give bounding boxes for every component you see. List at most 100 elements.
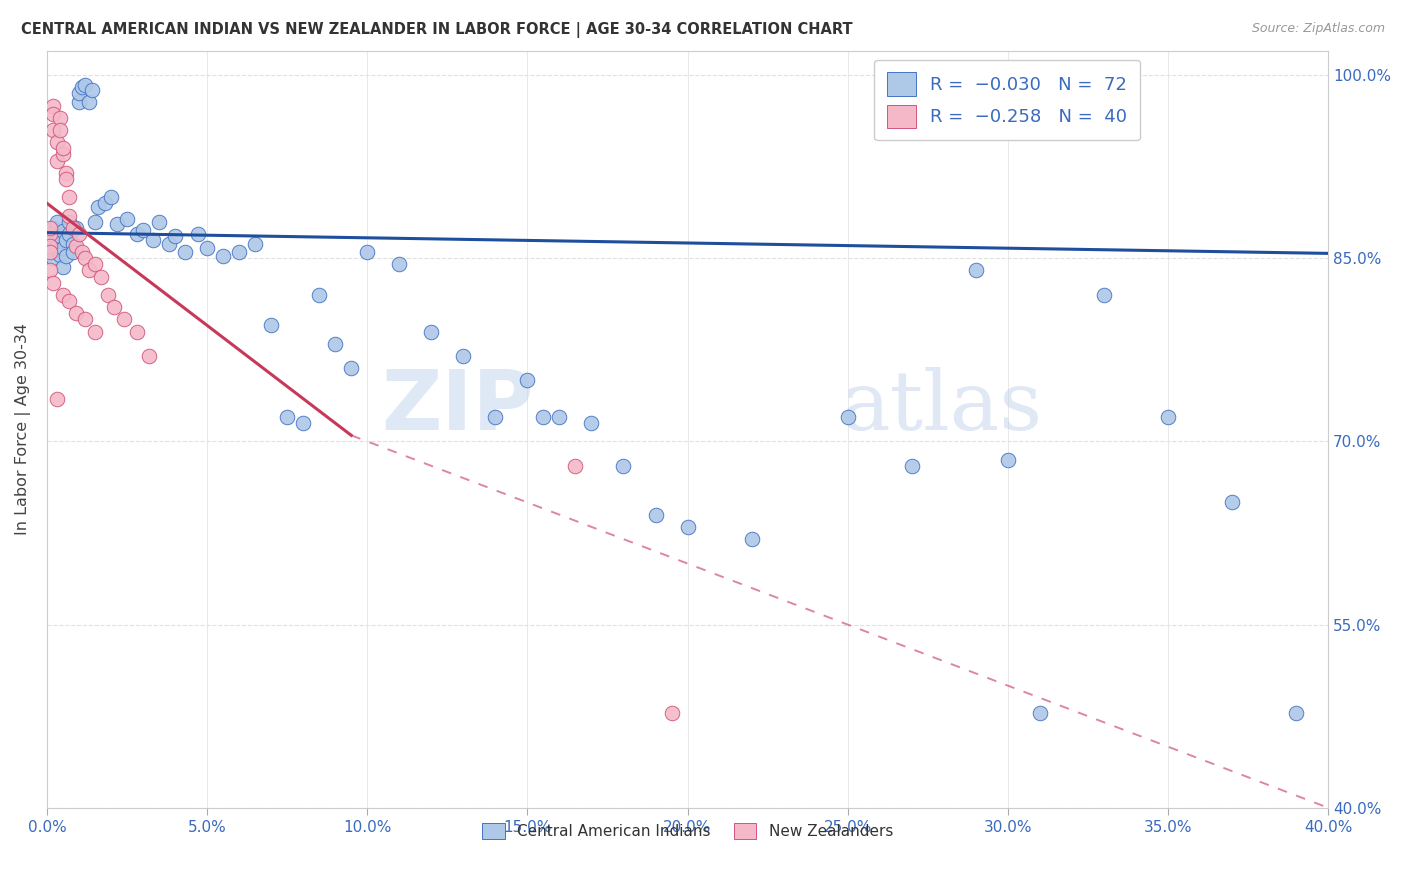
Point [84, 325, 107, 339]
Point [356, 245, 378, 260]
Point [39, 227, 62, 241]
Point [42, 252, 65, 266]
Point [276, 409, 298, 424]
Point [965, 263, 987, 277]
Point [62, 236, 84, 251]
Point [1220, 495, 1243, 509]
Text: CENTRAL AMERICAN INDIAN VS NEW ZEALANDER IN LABOR FORCE | AGE 30-34 CORRELATION : CENTRAL AMERICAN INDIAN VS NEW ZEALANDER… [21, 22, 852, 38]
Point [45, 214, 67, 228]
Point [107, 217, 129, 231]
Point [52, 147, 75, 161]
Point [212, 249, 235, 263]
Point [516, 373, 538, 387]
Point [388, 257, 411, 271]
Point [39, 245, 62, 260]
Point [138, 349, 160, 363]
Point [228, 245, 250, 260]
Point [676, 520, 699, 534]
Point [93, 196, 115, 211]
Point [661, 706, 683, 720]
Point [58, 209, 80, 223]
Point [644, 508, 666, 522]
Point [42, 220, 65, 235]
Point [52, 288, 75, 302]
Point [484, 409, 506, 424]
Point [243, 236, 266, 251]
Point [112, 312, 135, 326]
Text: Source: ZipAtlas.com: Source: ZipAtlas.com [1251, 22, 1385, 36]
Point [165, 229, 187, 244]
Point [70, 245, 93, 260]
Point [52, 242, 75, 256]
Point [52, 260, 75, 274]
Point [1157, 409, 1180, 424]
Point [125, 325, 148, 339]
Point [132, 223, 155, 237]
Point [65, 306, 87, 320]
Point [58, 190, 80, 204]
Point [84, 257, 107, 271]
Point [58, 214, 80, 228]
Point [100, 190, 122, 204]
Point [39, 263, 62, 277]
Legend: Central American Indians, New Zealanders: Central American Indians, New Zealanders [475, 817, 900, 846]
Point [308, 288, 330, 302]
Point [45, 135, 67, 149]
Point [80, 83, 103, 97]
Point [67, 227, 90, 241]
Point [548, 409, 571, 424]
Point [62, 220, 84, 235]
Point [148, 214, 170, 228]
Point [581, 416, 603, 430]
Point [612, 458, 634, 473]
Point [49, 123, 72, 137]
Point [173, 245, 195, 260]
Point [900, 458, 922, 473]
Point [55, 233, 77, 247]
Point [45, 392, 67, 406]
Point [45, 236, 67, 251]
Point [420, 325, 443, 339]
Text: atlas: atlas [841, 367, 1043, 447]
Point [75, 252, 97, 266]
Point [75, 78, 97, 92]
Point [77, 263, 100, 277]
Point [49, 111, 72, 125]
Point [55, 166, 77, 180]
Point [77, 95, 100, 109]
Point [340, 361, 363, 376]
Point [52, 141, 75, 155]
Text: ZIP: ZIP [381, 366, 534, 447]
Point [1029, 706, 1052, 720]
Point [55, 249, 77, 263]
Point [70, 80, 93, 95]
Point [45, 153, 67, 168]
Point [65, 220, 87, 235]
Point [837, 409, 859, 424]
Point [42, 233, 65, 247]
Point [87, 200, 110, 214]
Point [195, 242, 218, 256]
Point [741, 532, 763, 546]
Point [533, 409, 555, 424]
Point [292, 416, 315, 430]
Point [42, 107, 65, 121]
Point [1092, 288, 1115, 302]
Point [186, 227, 208, 241]
Point [84, 214, 107, 228]
Point [564, 458, 586, 473]
Point [39, 239, 62, 253]
Point [62, 245, 84, 260]
Point [323, 336, 346, 351]
Point [49, 229, 72, 244]
Point [58, 293, 80, 308]
Point [52, 224, 75, 238]
Point [65, 239, 87, 253]
Point [142, 233, 165, 247]
Point [42, 98, 65, 112]
Point [1285, 706, 1308, 720]
Point [67, 87, 90, 101]
Point [49, 247, 72, 261]
Point [42, 123, 65, 137]
Point [997, 452, 1019, 467]
